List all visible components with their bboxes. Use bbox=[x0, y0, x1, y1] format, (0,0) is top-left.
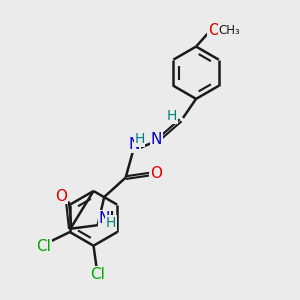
Text: Cl: Cl bbox=[90, 267, 104, 282]
Text: N: N bbox=[151, 132, 162, 147]
Text: N: N bbox=[129, 137, 140, 152]
Text: O: O bbox=[150, 166, 162, 181]
Text: N: N bbox=[98, 211, 110, 226]
Text: H: H bbox=[134, 132, 145, 146]
Text: H: H bbox=[106, 216, 116, 230]
Text: O: O bbox=[55, 189, 67, 204]
Text: O: O bbox=[208, 23, 220, 38]
Text: Cl: Cl bbox=[37, 238, 51, 253]
Text: CH₃: CH₃ bbox=[218, 24, 240, 37]
Text: H: H bbox=[167, 109, 177, 123]
